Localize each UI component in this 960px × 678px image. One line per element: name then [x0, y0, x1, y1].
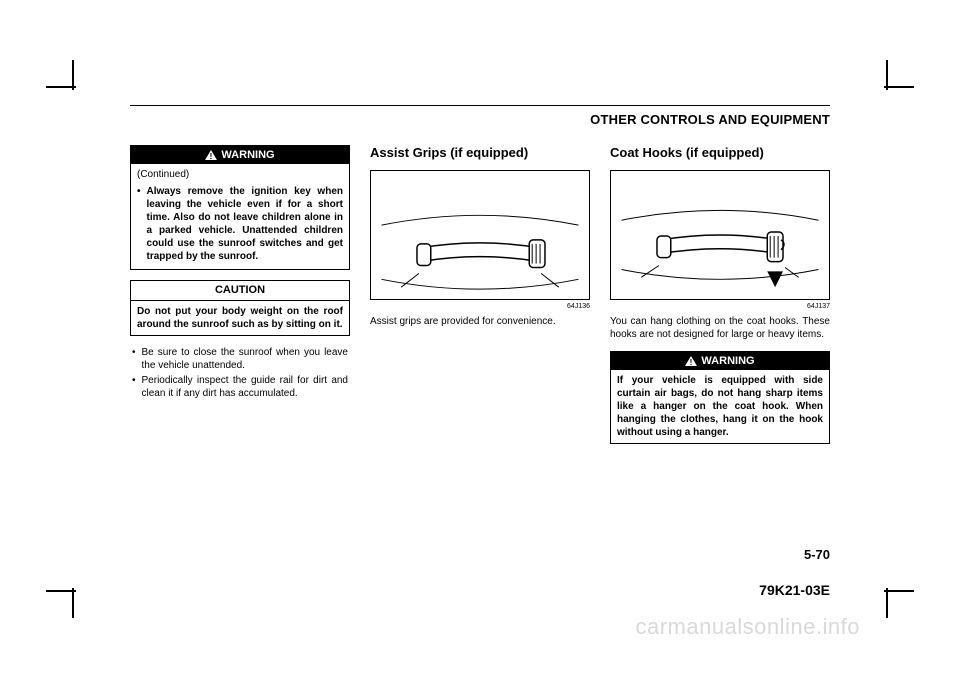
- column-2: Assist Grips (if equipped): [370, 145, 590, 454]
- warning-body-2: If your vehicle is equipped with side cu…: [611, 370, 829, 443]
- watermark: carmanualsonline.info: [635, 614, 860, 640]
- warning-icon: !: [685, 356, 697, 366]
- crop-mark: [72, 60, 74, 90]
- warning-body: (Continued) Always remove the ignition k…: [131, 164, 349, 269]
- assist-grip-figure: [370, 170, 590, 300]
- warning-header: ! WARNING: [131, 146, 349, 164]
- column-3: Coat Hooks (if equipped): [610, 145, 830, 454]
- svg-text:!: !: [210, 152, 213, 160]
- crop-mark: [72, 588, 74, 618]
- caution-label: CAUTION: [215, 283, 265, 297]
- caution-header: CAUTION: [131, 281, 349, 300]
- page-number: 5-70: [804, 547, 830, 562]
- warning-icon: !: [205, 150, 217, 160]
- crop-mark: [884, 86, 914, 88]
- coat-hook-figure: [610, 170, 830, 300]
- svg-text:!: !: [690, 358, 693, 366]
- assist-grips-heading: Assist Grips (if equipped): [370, 145, 590, 162]
- caution-box: CAUTION Do not put your body weight on t…: [130, 280, 350, 335]
- warning-label: WARNING: [221, 148, 274, 162]
- list-item: Periodically inspect the guide rail for …: [132, 374, 348, 400]
- caution-body: Do not put your body weight on the roof …: [131, 301, 349, 335]
- body-bullets: Be sure to close the sunroof when you le…: [130, 346, 350, 400]
- figure-id: 64J137: [610, 302, 830, 311]
- figure-id: 64J136: [370, 302, 590, 311]
- list-item: Be sure to close the sunroof when you le…: [132, 346, 348, 372]
- warning-box: ! WARNING (Continued) Always remove the …: [130, 145, 350, 270]
- warning-header-2: ! WARNING: [611, 352, 829, 370]
- warning-continued: (Continued): [137, 168, 343, 181]
- crop-mark: [884, 590, 914, 592]
- coat-hooks-heading: Coat Hooks (if equipped): [610, 145, 830, 162]
- columns: ! WARNING (Continued) Always remove the …: [130, 145, 830, 454]
- assist-grip-caption: Assist grips are provided for convenienc…: [370, 315, 590, 328]
- warning-box-2: ! WARNING If your vehicle is equipped wi…: [610, 351, 830, 444]
- page: OTHER CONTROLS AND EQUIPMENT ! WARNING (…: [0, 0, 960, 678]
- doc-code: 79K21-03E: [759, 582, 830, 598]
- column-1: ! WARNING (Continued) Always remove the …: [130, 145, 350, 454]
- crop-mark: [886, 588, 888, 618]
- section-title: OTHER CONTROLS AND EQUIPMENT: [130, 112, 830, 127]
- warning-bullet: Always remove the ignition key when leav…: [137, 185, 343, 263]
- coat-hook-caption: You can hang clothing on the coat hooks.…: [610, 315, 830, 341]
- warning-label-2: WARNING: [701, 354, 754, 368]
- header-rule: [130, 105, 830, 106]
- crop-mark: [886, 60, 888, 90]
- content-area: OTHER CONTROLS AND EQUIPMENT ! WARNING (…: [130, 105, 830, 598]
